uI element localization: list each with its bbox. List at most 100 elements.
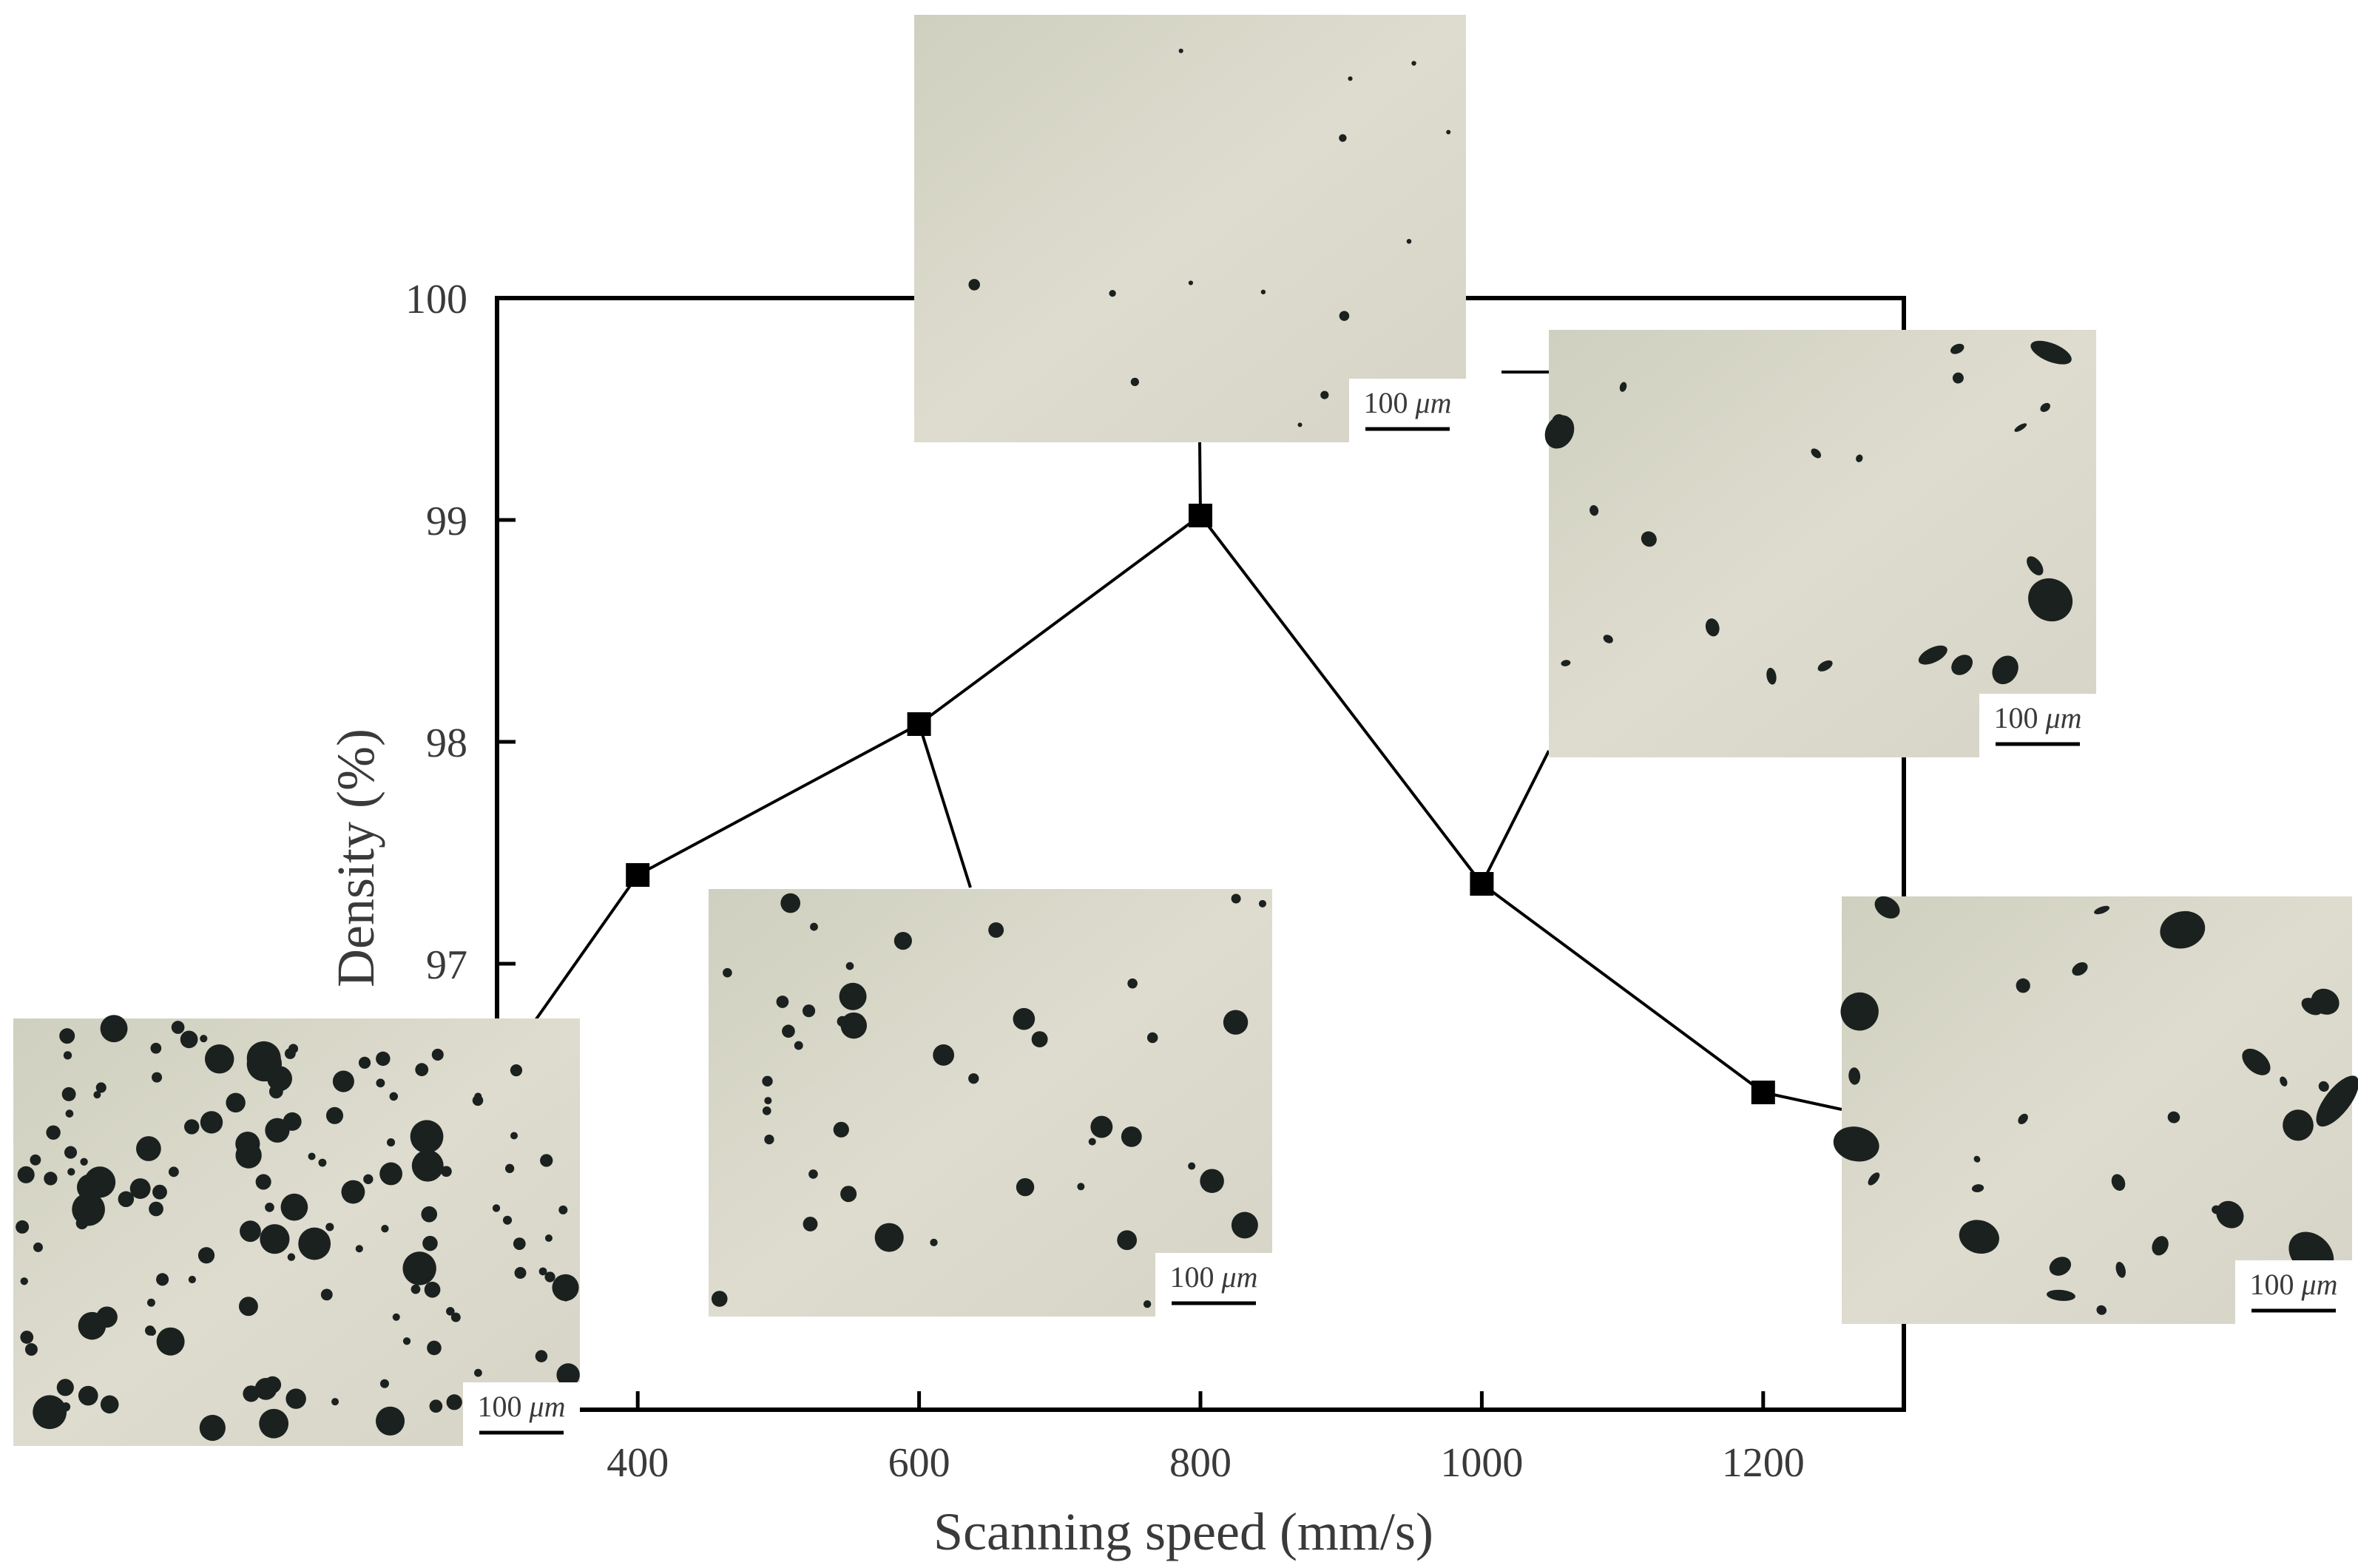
- pore: [1348, 76, 1353, 81]
- pore: [259, 1408, 289, 1439]
- pore: [410, 1120, 444, 1154]
- pore: [318, 1158, 327, 1167]
- pore: [510, 1132, 518, 1140]
- pore: [1856, 454, 1863, 462]
- pore: [389, 1092, 399, 1101]
- pore: [556, 1363, 580, 1387]
- micrograph-image: [1549, 330, 2096, 757]
- micrograph-image: [709, 889, 1272, 1317]
- pore: [381, 1225, 389, 1233]
- pore: [540, 1154, 553, 1167]
- pore: [61, 1087, 76, 1101]
- y-tick-label: 99: [426, 499, 467, 544]
- pore: [1971, 1184, 1984, 1192]
- pore: [17, 1166, 35, 1183]
- scale-bar-label: 100 μm: [2250, 1268, 2338, 1301]
- pore: [473, 1368, 482, 1377]
- data-point-marker: [1189, 504, 1212, 527]
- pore: [1959, 1220, 1999, 1254]
- pore: [386, 1138, 396, 1147]
- micrograph-insets: 100 μm 100 μm 100 μm 100 μm 100 μm: [13, 15, 2358, 1446]
- pore: [320, 1288, 333, 1301]
- micrograph-image: [914, 15, 1466, 442]
- pore: [188, 1275, 196, 1284]
- pore: [723, 967, 732, 978]
- pore: [803, 1217, 818, 1231]
- pore: [1200, 1169, 1224, 1194]
- pore: [1231, 1212, 1258, 1239]
- scale-bar-box: [2235, 1260, 2352, 1324]
- pore: [415, 1063, 429, 1077]
- pore: [2301, 998, 2322, 1016]
- pore: [152, 1184, 167, 1200]
- pore: [1848, 1067, 1861, 1085]
- pore: [402, 1251, 436, 1285]
- micrograph-inset: 100 μm: [914, 15, 1466, 442]
- pore: [431, 1048, 444, 1061]
- pore: [1031, 1031, 1048, 1048]
- series-segment: [918, 514, 1202, 726]
- x-tick-label: 400: [607, 1440, 669, 1486]
- pore: [1868, 1172, 1880, 1186]
- pore: [199, 1414, 226, 1442]
- pore: [1952, 372, 1964, 384]
- scale-bar-box: [1979, 694, 2096, 757]
- pore: [2111, 1174, 2126, 1191]
- micrograph-inset: 100 μm: [709, 889, 1272, 1317]
- pore: [535, 1350, 548, 1362]
- pore: [513, 1237, 526, 1250]
- micrograph-image: [1842, 896, 2352, 1324]
- pore: [156, 1273, 169, 1286]
- pore: [2152, 1236, 2169, 1256]
- pore: [1561, 660, 1571, 666]
- pore: [2072, 962, 2088, 976]
- pore: [492, 1204, 501, 1212]
- pore: [2040, 402, 2050, 413]
- pore: [561, 1293, 570, 1302]
- pore: [376, 1406, 405, 1436]
- pore: [1297, 422, 1303, 428]
- pore: [168, 1166, 179, 1177]
- pore: [298, 1227, 331, 1260]
- pore: [1016, 1177, 1035, 1197]
- pore: [184, 1119, 200, 1135]
- pore: [78, 1385, 98, 1406]
- pore: [422, 1235, 438, 1251]
- micrograph-image: [13, 1018, 580, 1446]
- pore: [20, 1277, 28, 1285]
- pore: [2316, 1075, 2358, 1127]
- scale-bar-box: [1155, 1253, 1272, 1317]
- pore: [16, 1220, 30, 1234]
- pore: [1992, 655, 2019, 685]
- pore: [376, 1078, 385, 1088]
- pore: [2216, 1200, 2244, 1229]
- pore: [1088, 1138, 1096, 1146]
- pore: [2018, 1113, 2028, 1125]
- pore: [93, 1091, 101, 1099]
- pore: [411, 1149, 444, 1182]
- micrograph-inset: 100 μm: [13, 1015, 580, 1446]
- pore: [1146, 1032, 1158, 1044]
- pore: [764, 1097, 772, 1105]
- pore: [308, 1152, 316, 1160]
- pore: [150, 1042, 162, 1054]
- pore: [1603, 635, 1613, 643]
- series-segment: [1481, 882, 1764, 1094]
- pore: [78, 1311, 107, 1340]
- pore: [1840, 992, 1879, 1031]
- pore: [416, 1155, 424, 1163]
- pore: [552, 1274, 579, 1301]
- pore: [1077, 1183, 1085, 1191]
- pore: [325, 1223, 334, 1231]
- pore: [446, 1307, 455, 1316]
- pore: [808, 1169, 818, 1179]
- pore: [988, 922, 1004, 938]
- pore: [558, 1205, 568, 1214]
- pore: [240, 1220, 261, 1243]
- pore: [80, 1158, 88, 1166]
- pore: [204, 1044, 234, 1074]
- pore: [1223, 1010, 1249, 1035]
- micrograph-inset: 100 μm: [1544, 330, 2096, 757]
- pore: [2318, 1081, 2329, 1092]
- pore: [1973, 1155, 1981, 1163]
